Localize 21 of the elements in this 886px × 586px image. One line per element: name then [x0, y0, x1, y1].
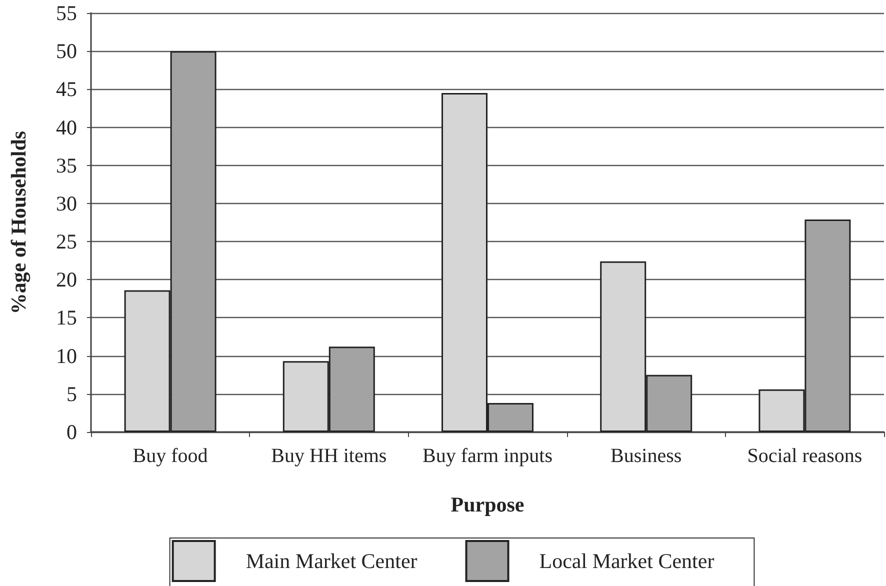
y-tick-label: 35 [56, 153, 77, 178]
y-tick-label: 0 [66, 420, 77, 444]
y-tick-label: 30 [56, 191, 77, 216]
x-tick-label: Business [610, 445, 682, 467]
y-tick-label: 10 [56, 344, 77, 368]
y-tick-label: 45 [56, 77, 77, 102]
y-tick-label: 5 [66, 382, 77, 406]
x-axis-title: Purpose [450, 492, 524, 516]
x-tick-label: Buy food [132, 445, 208, 467]
legend-label: Local Market Center [539, 549, 714, 573]
y-tick-label: 20 [56, 268, 77, 292]
x-tick-label: Buy farm inputs [422, 445, 553, 467]
y-tick-label: 15 [56, 306, 77, 330]
y-tick-label: 25 [56, 230, 77, 254]
y-tick-label: 40 [56, 115, 77, 140]
y-tick-label: 50 [56, 39, 77, 64]
legend-label: Main Market Center [246, 549, 418, 573]
y-tick-label: 55 [56, 1, 77, 25]
y-axis-title: %age of Households [6, 130, 30, 314]
x-tick-label: Social reasons [747, 445, 862, 467]
x-tick-label: Buy HH items [271, 445, 387, 467]
